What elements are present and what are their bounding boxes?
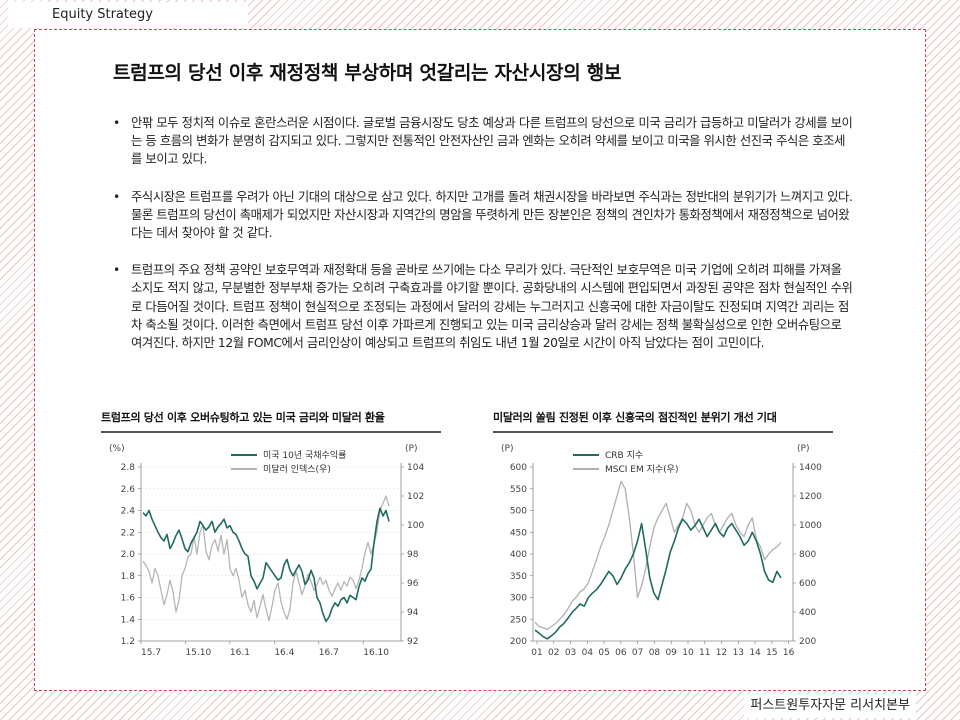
y-right-tick-label: 102 [407, 492, 424, 502]
y-right-tick-label: 800 [799, 550, 816, 560]
x-tick-label: 06 [615, 648, 627, 658]
page-frame: 트럼프의 당선 이후 재정정책 부상하며 엇갈리는 자산시장의 행보 안팎 모두… [34, 29, 926, 691]
y-left-tick-label: 2.2 [121, 528, 135, 538]
y-right-tick-label: 1400 [799, 463, 822, 473]
y-left-tick-label: 2.6 [121, 485, 136, 495]
y-left-tick-label: 600 [510, 463, 527, 473]
y-left-tick-label: 1.2 [121, 637, 135, 647]
y-right-tick-label: 600 [799, 579, 816, 589]
y-left-tick-label: 350 [510, 572, 527, 582]
chart-rates-dollar: 트럼프의 당선 이후 오버슈팅하고 있는 미국 금리와 미달러 환율 (%) (P… [101, 407, 441, 669]
y-left-tick-label: 1.4 [121, 615, 136, 625]
chart-title: 트럼프의 당선 이후 오버슈팅하고 있는 미국 금리와 미달러 환율 [101, 407, 441, 433]
x-tick-label: 14 [749, 648, 761, 658]
legend-label: 미달러 인덱스(우) [263, 463, 331, 475]
legend-label: CRB 지수 [605, 450, 643, 461]
series-line [142, 495, 390, 622]
x-tick-label: 04 [582, 648, 594, 658]
y-left-unit: (%) [109, 444, 125, 454]
y-left-tick-label: 500 [510, 507, 527, 517]
legend-label: MSCI EM 지수(우) [605, 464, 678, 475]
x-tick-label: 09 [665, 648, 677, 658]
y-left-tick-label: 400 [510, 550, 527, 560]
x-tick-label: 16.10 [363, 648, 389, 658]
x-tick-label: 16 [783, 648, 795, 658]
y-left-tick-label: 1.6 [121, 594, 136, 604]
chart-title: 미달러의 쏠림 진정된 이후 신흥국의 점진적인 분위기 개선 기대 [493, 407, 833, 433]
section-label: Equity Strategy [52, 7, 153, 22]
y-left-tick-label: 2.4 [121, 507, 136, 517]
y-right-tick-label: 96 [407, 579, 419, 589]
x-tick-label: 13 [733, 648, 744, 658]
y-left-tick-label: 450 [510, 528, 527, 538]
chart-crb-msci: 미달러의 쏠림 진정된 이후 신흥국의 점진적인 분위기 개선 기대 (P) (P… [493, 407, 833, 669]
page-title: 트럼프의 당선 이후 재정정책 부상하며 엇갈리는 자산시장의 행보 [113, 62, 622, 84]
x-tick-label: 11 [699, 648, 710, 658]
y-left-tick-label: 2.0 [121, 550, 136, 560]
series-line [534, 518, 782, 640]
bullet-item: 주식시장은 트럼프를 우려가 아닌 기대의 대상으로 삼고 있다. 하지만 고개… [113, 188, 853, 243]
x-tick-label: 15.7 [141, 648, 161, 658]
y-left-tick-label: 550 [510, 485, 527, 495]
x-tick-label: 05 [598, 648, 609, 658]
bullet-item: 안팎 모두 정치적 이슈로 혼란스러운 시점이다. 글로벌 금융시장도 당초 예… [113, 114, 853, 169]
y-left-unit: (P) [501, 444, 513, 454]
y-right-tick-label: 100 [407, 521, 424, 531]
y-left-tick-label: 300 [510, 594, 527, 604]
footer-org: 퍼스트원투자자문 리서치본부 [744, 694, 916, 718]
y-right-tick-label: 1200 [799, 492, 822, 502]
series-line [142, 507, 390, 623]
x-tick-label: 16.1 [230, 648, 250, 658]
x-tick-label: 03 [565, 648, 576, 658]
y-right-tick-label: 1000 [799, 521, 822, 531]
y-left-tick-label: 250 [510, 615, 527, 625]
x-tick-label: 12 [716, 648, 727, 658]
y-right-tick-label: 92 [407, 637, 418, 647]
chart-plot: (P) (P) 200 250 300 350 400 450 500 550 600 200 400 6… [501, 444, 822, 658]
x-tick-label: 15 [766, 648, 777, 658]
y-right-unit: (P) [797, 444, 809, 454]
x-tick-label: 16.7 [319, 648, 339, 658]
y-left-tick-label: 200 [510, 637, 527, 647]
y-right-tick-label: 98 [407, 550, 419, 560]
y-right-tick-label: 104 [407, 463, 424, 473]
y-right-tick-label: 200 [799, 637, 816, 647]
y-right-unit: (P) [405, 444, 417, 454]
chart-plot: (%) (P) 1.2 1.4 1.6 1.8 2.0 2.2 2.4 2.6 2.8 92 94 96 9… [109, 444, 424, 658]
bullet-item: 트럼프의 주요 정책 공약인 보호무역과 재정확대 등을 곧바로 쓰기에는 다소… [113, 261, 853, 352]
y-right-tick-label: 94 [407, 608, 419, 618]
y-left-tick-label: 1.8 [121, 572, 136, 582]
bullet-list: 안팎 모두 정치적 이슈로 혼란스러운 시점이다. 글로벌 금융시장도 당초 예… [113, 114, 853, 371]
x-tick-label: 08 [649, 648, 661, 658]
x-tick-label: 07 [632, 648, 643, 658]
x-tick-label: 01 [531, 648, 542, 658]
x-tick-label: 16.4 [274, 648, 294, 658]
x-tick-label: 10 [682, 648, 694, 658]
y-right-tick-label: 400 [799, 608, 816, 618]
x-tick-label: 02 [548, 648, 559, 658]
series-line [534, 480, 782, 631]
y-left-tick-label: 2.8 [121, 463, 136, 473]
section-header: Equity Strategy [8, 2, 248, 28]
x-tick-label: 15.10 [185, 648, 211, 658]
legend-label: 미국 10년 국채수익률 [263, 449, 346, 461]
